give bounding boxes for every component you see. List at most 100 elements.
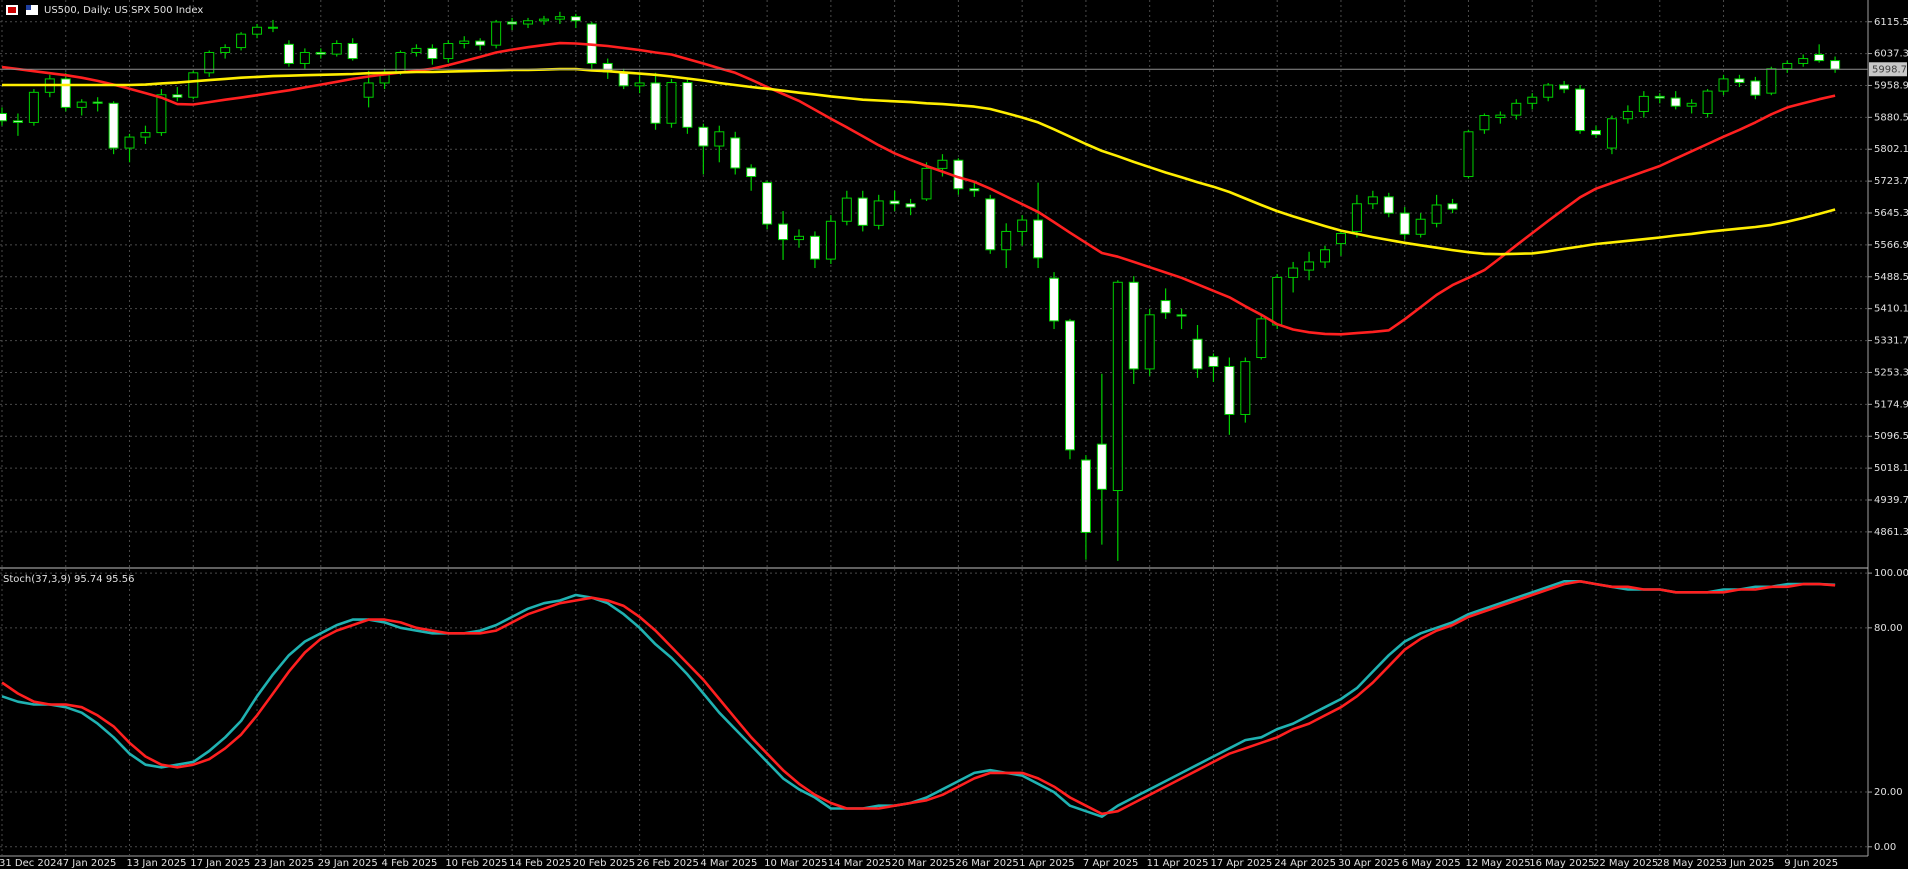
- candle-body: [1463, 131, 1474, 178]
- candle-body: [1001, 230, 1012, 251]
- candle-body: [1543, 84, 1554, 98]
- candle-body: [1176, 314, 1187, 317]
- candle-body: [1351, 203, 1362, 232]
- candle-body: [1240, 361, 1251, 415]
- icon: [26, 5, 38, 15]
- candle-body: [1049, 277, 1060, 322]
- y-tick-label: 5096.5: [1874, 431, 1908, 442]
- candle-body: [140, 132, 151, 138]
- candle-body: [299, 51, 310, 64]
- candle-body: [730, 137, 741, 169]
- candle-body: [252, 26, 263, 35]
- candle-body: [1782, 62, 1793, 70]
- icon: [26, 5, 31, 10]
- candle-body: [698, 126, 709, 147]
- x-tick-label: 10 Feb 2025: [445, 858, 507, 869]
- candle-body: [172, 94, 183, 98]
- candle-body: [554, 16, 565, 20]
- symbol-icons: [6, 5, 38, 15]
- x-tick-label: 1 Apr 2025: [1019, 858, 1074, 869]
- x-tick-label: 4 Mar 2025: [700, 858, 757, 869]
- candle-body: [459, 40, 470, 45]
- candle-body: [188, 72, 199, 98]
- x-tick-label: 16 May 2025: [1529, 858, 1594, 869]
- candle-body: [634, 82, 645, 87]
- candle-body: [204, 51, 215, 74]
- candle-body: [1144, 314, 1155, 370]
- candle-body: [1112, 281, 1123, 492]
- candle-body: [1080, 459, 1091, 533]
- candle-body: [969, 188, 980, 192]
- indicator-title: Stoch(37,3,9) 95.74 95.56: [3, 574, 134, 585]
- x-tick-label: 13 Jan 2025: [127, 858, 187, 869]
- x-tick-label: 9 Jun 2025: [1784, 858, 1838, 869]
- y-tick-label: 100.00: [1874, 568, 1908, 579]
- y-tick-label: 6115.5: [1874, 17, 1908, 28]
- candle-body: [1798, 58, 1809, 64]
- candle-body: [1718, 78, 1729, 92]
- candle-body: [283, 43, 294, 64]
- y-tick-label: 80.00: [1874, 623, 1903, 634]
- candle-body: [0, 112, 7, 122]
- candle-body: [76, 101, 87, 108]
- x-tick-label: 28 May 2025: [1657, 858, 1722, 869]
- y-tick-label: 4861.3: [1874, 527, 1908, 538]
- candle-body: [1033, 219, 1044, 259]
- x-tick-label: 24 Apr 2025: [1274, 858, 1336, 869]
- candle-body: [1415, 218, 1426, 235]
- candle-body: [1622, 110, 1633, 120]
- candle-body: [1383, 196, 1394, 214]
- candle-body: [873, 200, 884, 226]
- y-tick-label: 5958.9: [1874, 80, 1908, 91]
- candle-body: [889, 200, 900, 205]
- indicator-line: [1, 580, 1836, 816]
- candle-body: [220, 47, 231, 53]
- candle-body: [1750, 80, 1761, 96]
- x-tick-label: 30 Apr 2025: [1338, 858, 1400, 869]
- candle-body: [1288, 267, 1299, 278]
- candle-body: [650, 82, 661, 124]
- candle-body: [666, 82, 677, 124]
- candle-body: [1192, 338, 1203, 370]
- x-tick-label: 10 Mar 2025: [764, 858, 827, 869]
- y-tick-label: 5410.1: [1874, 304, 1908, 315]
- candle-body: [363, 82, 374, 98]
- x-tick-label: 4 Feb 2025: [382, 858, 438, 869]
- candle-body: [347, 43, 358, 60]
- candle-body: [523, 20, 534, 25]
- candle-body: [1766, 68, 1777, 94]
- candle-body: [1335, 232, 1346, 245]
- candle-body: [108, 102, 119, 149]
- candle-body: [682, 82, 693, 128]
- candle-body: [985, 198, 996, 251]
- y-tick-label: 5802.1: [1874, 144, 1908, 155]
- candle-body: [953, 159, 964, 190]
- candle-body: [1575, 88, 1586, 132]
- y-tick-label: 5645.3: [1874, 208, 1908, 219]
- x-tick-label: 3 Jun 2025: [1721, 858, 1775, 869]
- candle-body: [762, 182, 773, 225]
- candle-body: [1814, 54, 1825, 62]
- moving-average-line: [1, 41, 1836, 336]
- candle-body: [1447, 203, 1458, 210]
- candle-body: [937, 159, 948, 169]
- candle-body: [507, 21, 518, 25]
- candle-body: [1017, 219, 1028, 232]
- candle-body: [1702, 90, 1713, 114]
- x-tick-label: 26 Feb 2025: [637, 858, 699, 869]
- x-tick-label: 20 Feb 2025: [573, 858, 635, 869]
- candle-body: [841, 197, 852, 222]
- candle-body: [1399, 212, 1410, 235]
- x-tick-label: 6 May 2025: [1402, 858, 1461, 869]
- candle-body: [1654, 95, 1665, 99]
- candle-body: [1256, 318, 1267, 359]
- y-tick-label: 20.00: [1874, 787, 1903, 798]
- indicator-line: [1, 580, 1836, 818]
- x-tick-label: 20 Mar 2025: [892, 858, 955, 869]
- candle-body: [1160, 300, 1171, 314]
- candle-body: [411, 47, 422, 53]
- candle-body: [12, 120, 23, 123]
- candle-body: [1495, 114, 1506, 119]
